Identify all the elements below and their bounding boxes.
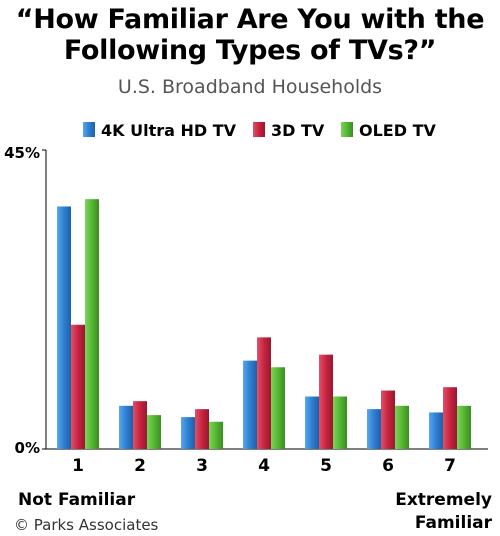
legend-label-oled: OLED TV — [359, 121, 436, 140]
bars — [57, 199, 471, 449]
chart-title-line1: “How Familiar Are You with the — [15, 4, 485, 35]
bar-3d-6 — [381, 390, 395, 449]
bar-3d-2 — [133, 401, 147, 449]
bar-oled-5 — [333, 396, 347, 449]
copyright-credit: © Parks Associates — [14, 516, 159, 534]
bar-4k-2 — [119, 405, 133, 449]
legend-swatch-4k — [83, 122, 95, 137]
bar-oled-4 — [271, 367, 285, 449]
chart-title: “How Familiar Are You with the Following… — [0, 4, 500, 66]
bar-oled-1 — [85, 199, 99, 449]
x-end-label-left: Not Familiar — [18, 490, 136, 510]
bar-4k-1 — [57, 206, 71, 449]
bar-4k-4 — [243, 360, 257, 449]
legend-swatch-3d — [253, 122, 265, 137]
bar-3d-7 — [443, 387, 457, 449]
bar-3d-3 — [195, 409, 209, 449]
x-tick-label-4: 4 — [258, 456, 270, 476]
chart-subtitle: U.S. Broadband Households — [117, 76, 383, 98]
bar-oled-6 — [395, 405, 409, 449]
x-tick-label-1: 1 — [72, 456, 84, 476]
x-end-label-right-line1: Extremely — [395, 490, 492, 510]
bar-oled-2 — [147, 415, 161, 449]
x-tick-label-5: 5 — [320, 456, 332, 476]
legend-label-3d: 3D TV — [271, 121, 325, 140]
bar-3d-1 — [71, 324, 85, 449]
x-tick-labels: 1 2 3 4 5 6 7 — [72, 456, 456, 476]
legend-swatch-oled — [341, 122, 353, 137]
bar-4k-3 — [181, 417, 195, 449]
chart-title-line2: Following Types of TVs?” — [63, 35, 437, 66]
legend: 4K Ultra HD TV 3D TV OLED TV — [83, 121, 436, 140]
x-tick-label-2: 2 — [134, 456, 146, 476]
x-tick-label-3: 3 — [196, 456, 208, 476]
bar-4k-6 — [367, 409, 381, 449]
x-end-label-right-line2: Familiar — [415, 513, 493, 533]
bar-oled-3 — [209, 421, 223, 449]
bar-3d-4 — [257, 337, 271, 449]
bar-4k-7 — [429, 412, 443, 449]
x-tick-label-6: 6 — [382, 456, 394, 476]
bar-4k-5 — [305, 396, 319, 449]
legend-label-4k: 4K Ultra HD TV — [101, 121, 237, 140]
bar-3d-5 — [319, 354, 333, 449]
y-tick-max: 45% — [4, 144, 40, 162]
x-tick-label-7: 7 — [444, 456, 456, 476]
y-tick-zero: 0% — [15, 439, 40, 457]
bar-oled-7 — [457, 405, 471, 449]
